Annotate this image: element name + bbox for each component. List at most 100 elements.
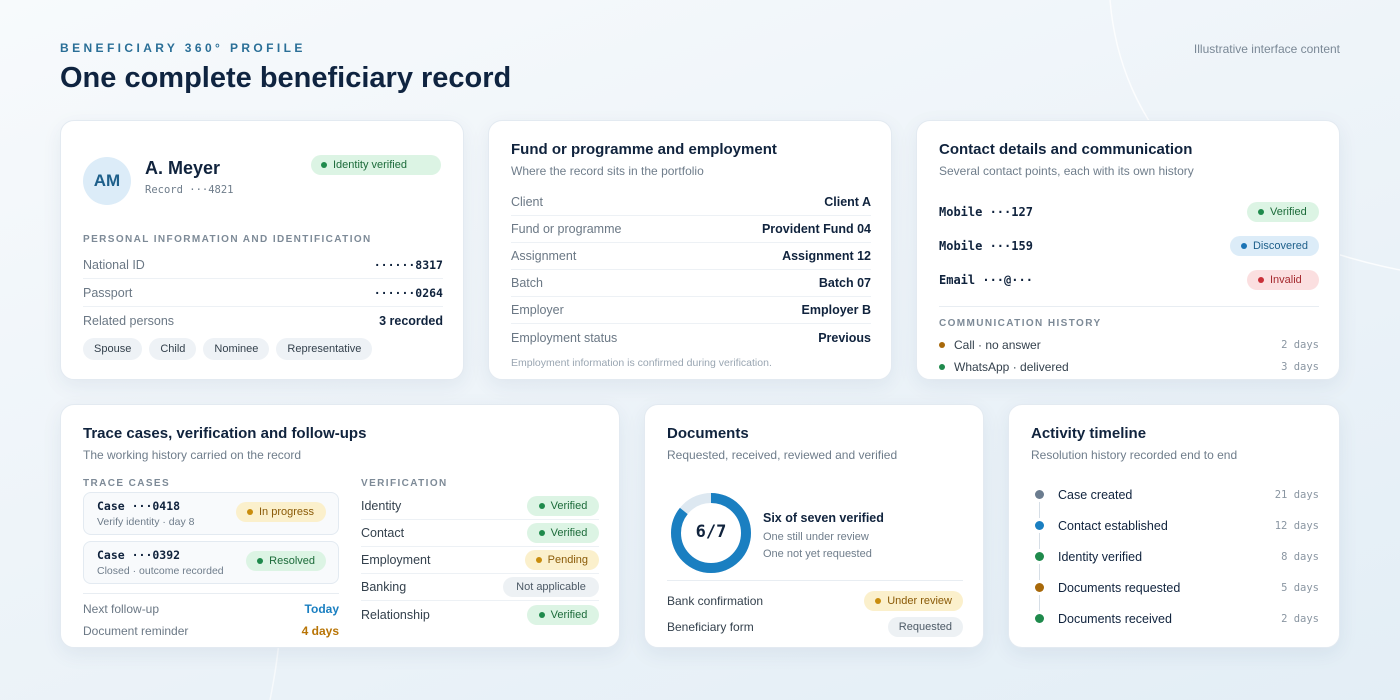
trace-case-status-badge: In progress [236,502,326,522]
contact-points-list: Mobile ···127 Verified Mobile ···159 Discov… [939,195,1319,297]
document-status-badge: Under review [864,591,963,611]
contact-card-subtitle: Several contact points, each with its ow… [939,164,1194,178]
timeline-event-label: Contact established [1058,518,1168,533]
timeline-event-time: 2 days [1281,612,1319,625]
document-row[interactable]: Bank confirmation Under review [667,588,963,614]
document-status-badge: Requested [887,617,963,637]
fund-detail-row: Assignment Assignment 12 [511,243,871,270]
documents-card-title: Documents [667,425,749,442]
timeline-event-label: Documents requested [1058,580,1181,595]
timeline-event-label-group: Case created [1031,488,1132,502]
followup-value: 4 days [301,624,339,638]
history-dot-icon [939,364,945,370]
verification-label: Contact [361,526,405,540]
verification-status-badge-text: Verified [550,500,588,512]
personal-info-label: Passport [83,285,133,300]
document-row[interactable]: Beneficiary form Requested [667,614,963,640]
fund-card-title: Fund or programme and employment [511,141,777,158]
record-number: Record ···4821 [145,184,234,196]
status-dot-icon [257,558,264,564]
trace-card-title: Trace cases, verification and follow-ups [83,425,367,442]
personal-info-row: National ID ······8317 [83,251,443,279]
related-person-chip[interactable]: Representative [276,338,373,360]
fund-detail-value: Employer B [801,303,871,317]
document-status-badge-text: Under review [887,595,952,607]
personal-info-label: PERSONAL INFORMATION AND IDENTIFICATION [83,234,372,245]
document-label: Bank confirmation [667,594,764,608]
status-dot-icon [538,611,545,618]
status-dot-icon [538,503,545,509]
verification-status-badge: Verified [527,523,599,543]
timeline-event-label-group: Documents requested [1031,581,1180,595]
contact-point-row[interactable]: Mobile ···127 Verified [939,195,1319,229]
fund-footnote: Employment information is confirmed duri… [511,357,772,369]
communication-entry-text: Call · no answer [954,338,1041,352]
trace-case-item[interactable]: Case ···0418 Verify identity · day 8 In pr… [83,492,339,535]
contact-point-row[interactable]: Mobile ···159 Discovered [939,229,1319,263]
personal-info-label: Related persons [83,314,175,328]
documents-divider [667,580,963,581]
verification-row: Contact Verified [361,520,599,547]
timeline-event: Case created 21 days [1031,479,1319,510]
timeline-event-label: Case created [1058,487,1133,502]
related-person-chip[interactable]: Child [149,338,197,360]
personal-info-value: 3 recorded [379,314,443,328]
trace-case-status-badge-text: Resolved [269,555,315,567]
illustrative-note: Illustrative interface content [1193,42,1340,56]
communication-entry-time: 2 days [1281,339,1319,351]
personal-info-value: ······8317 [373,257,443,272]
avatar-initials: AM [93,171,121,190]
fund-detail-value: Batch 07 [818,276,871,290]
verification-label: Employment [361,553,431,567]
history-dot-icon [939,342,945,348]
contact-point-label: Mobile ···159 [939,239,1033,253]
document-status-badge-text: Requested [898,621,952,633]
fund-detail-label: Batch [511,276,543,290]
status-dot-icon [538,530,545,536]
fund-detail-label: Employment status [511,330,618,345]
contact-point-label: Email ···@··· [939,273,1033,287]
trace-card: Trace cases, verification and follow-ups… [60,404,620,648]
fund-detail-row: Fund or programme Provident Fund 04 [511,216,871,243]
related-person-chip[interactable]: Nominee [203,338,270,360]
followup-value: Today [304,602,339,616]
documents-summary-title: Six of seven verified [763,511,884,525]
status-dot-icon [875,598,882,604]
related-person-chip[interactable]: Spouse [83,338,143,360]
timeline-event-time: 8 days [1281,550,1319,563]
timeline-event-label: Documents received [1058,611,1172,626]
contact-card: Contact details and communication Severa… [916,120,1340,380]
timeline-card: Activity timeline Resolution history rec… [1008,404,1340,648]
status-dot-icon [535,557,542,563]
beneficiary-name: A. Meyer [145,158,221,178]
communication-history-label: COMMUNICATION HISTORY [939,318,1102,329]
verification-row: Employment Pending [361,547,599,574]
timeline-event-label-group: Identity verified [1031,550,1142,564]
trace-card-subtitle: The working history carried on the recor… [83,448,302,462]
fund-detail-label: Employer [511,303,564,317]
trace-case-status-badge-text: In progress [259,506,315,518]
contact-divider [939,306,1319,307]
followup-label: Next follow-up [83,602,160,616]
verification-label: VERIFICATION [361,478,448,489]
communication-entry: Call · no answer [939,338,1041,352]
verification-list: Identity Verified Contact Verified Employmen… [361,493,599,628]
followups-divider [83,593,339,594]
communication-entry-text: WhatsApp · delivered [954,360,1069,374]
fund-card: Fund or programme and employment Where t… [488,120,892,380]
timeline-event-time: 12 days [1274,519,1319,532]
donut-verified-arc [671,493,751,573]
fund-detail-value: Provident Fund 04 [761,222,871,236]
personal-info-list: National ID ······8317 Passport ······0264 R… [83,251,443,335]
contact-status-badge-text: Verified [1270,206,1307,218]
followup-row: Next follow-up Today [83,598,339,620]
timeline-event-time: 5 days [1281,581,1319,594]
verification-label: Banking [361,580,407,594]
verification-status-badge: Pending [524,550,599,570]
verification-status-badge-text: Verified [550,608,588,621]
contact-point-row[interactable]: Email ···@··· Invalid [939,263,1319,297]
verification-row: Identity Verified [361,493,599,520]
trace-case-item[interactable]: Case ···0392 Closed · outcome recorded Res… [83,541,339,584]
profile-card: AM A. Meyer Record ···4821 Identity veri… [60,120,464,380]
verification-status-badge-text: Verified [550,527,588,539]
